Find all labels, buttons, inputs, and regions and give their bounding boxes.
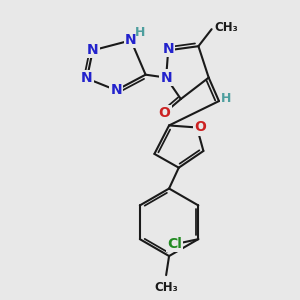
Text: N: N <box>160 70 172 85</box>
Text: Cl: Cl <box>167 237 182 250</box>
Text: N: N <box>87 43 99 57</box>
Text: O: O <box>159 106 171 120</box>
Text: N: N <box>162 42 174 56</box>
Text: N: N <box>125 33 137 47</box>
Text: H: H <box>221 92 232 105</box>
Text: N: N <box>110 83 122 97</box>
Text: N: N <box>81 71 93 85</box>
Text: O: O <box>194 121 206 134</box>
Text: CH₃: CH₃ <box>154 281 178 294</box>
Text: CH₃: CH₃ <box>214 21 238 34</box>
Text: H: H <box>135 26 146 39</box>
